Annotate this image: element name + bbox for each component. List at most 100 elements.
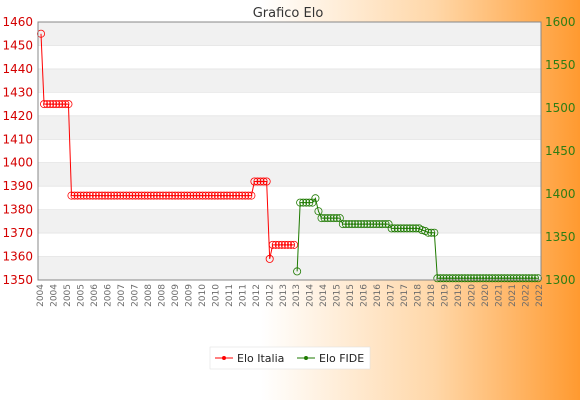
data-point-elo-fide xyxy=(491,274,500,283)
series-elo-fide xyxy=(293,194,543,283)
data-point-elo-italia xyxy=(201,191,210,200)
series-layer xyxy=(37,29,543,283)
data-point-elo-italia xyxy=(125,191,134,200)
data-point-elo-italia xyxy=(134,191,143,200)
data-point-elo-fide xyxy=(332,214,341,223)
data-point-elo-fide xyxy=(479,274,488,283)
y-left-tick-label: 1400 xyxy=(2,156,33,170)
data-point-elo-italia xyxy=(210,191,219,200)
x-tick-label: 2016 xyxy=(360,284,370,307)
y-left-tick-label: 1450 xyxy=(2,38,33,52)
data-point-elo-italia xyxy=(259,177,268,186)
data-point-elo-italia xyxy=(253,177,262,186)
y-left-tick-label: 1430 xyxy=(2,85,33,99)
data-point-elo-fide xyxy=(372,220,381,229)
data-point-elo-fide xyxy=(381,220,390,229)
data-point-elo-fide xyxy=(497,274,506,283)
data-point-elo-fide xyxy=(387,224,396,233)
data-point-elo-fide xyxy=(338,220,347,229)
data-point-elo-italia xyxy=(52,100,61,109)
data-point-elo-fide xyxy=(530,274,539,283)
data-point-elo-italia xyxy=(61,100,70,109)
data-point-elo-italia xyxy=(171,191,180,200)
x-tick-label: 2022 xyxy=(535,284,545,307)
data-point-elo-italia xyxy=(119,191,128,200)
x-tick-label: 2015 xyxy=(346,284,356,307)
y-right-tick-label: 1500 xyxy=(545,101,576,115)
y-left-tick-label: 1350 xyxy=(2,273,33,287)
data-point-elo-italia xyxy=(143,191,152,200)
data-point-elo-fide xyxy=(433,274,442,283)
x-tick-label: 2015 xyxy=(333,284,343,307)
data-point-elo-fide xyxy=(439,274,448,283)
data-point-elo-fide xyxy=(393,224,402,233)
data-point-elo-fide xyxy=(460,274,469,283)
x-tick-label: 2021 xyxy=(508,284,518,307)
data-point-elo-italia xyxy=(241,191,250,200)
grid-band xyxy=(38,115,541,140)
data-point-elo-italia xyxy=(46,100,55,109)
data-point-elo-italia xyxy=(271,240,280,249)
x-tick-label: 2006 xyxy=(90,284,100,307)
data-point-elo-fide xyxy=(341,220,350,229)
data-point-elo-italia xyxy=(180,191,189,200)
data-point-elo-fide xyxy=(534,274,543,283)
data-point-elo-italia xyxy=(216,191,225,200)
data-point-elo-italia xyxy=(122,191,131,200)
data-point-elo-italia xyxy=(262,177,271,186)
data-point-elo-fide xyxy=(363,220,372,229)
data-point-elo-italia xyxy=(247,191,256,200)
x-tick-label: 2014 xyxy=(306,284,316,307)
data-point-elo-fide xyxy=(466,274,475,283)
data-point-elo-fide xyxy=(473,274,482,283)
data-point-elo-italia xyxy=(174,191,183,200)
data-point-elo-italia xyxy=(73,191,82,200)
data-point-elo-fide xyxy=(357,220,366,229)
data-point-elo-italia xyxy=(222,191,231,200)
data-point-elo-italia xyxy=(290,240,299,249)
data-point-elo-italia xyxy=(244,191,253,200)
data-point-elo-italia xyxy=(189,191,198,200)
data-point-elo-italia xyxy=(155,191,164,200)
data-point-elo-fide xyxy=(399,224,408,233)
data-point-elo-fide xyxy=(293,267,302,276)
data-point-elo-fide xyxy=(384,220,393,229)
data-point-elo-fide xyxy=(506,274,515,283)
plot-area xyxy=(38,22,541,280)
data-point-elo-italia xyxy=(256,177,265,186)
data-point-elo-fide xyxy=(454,274,463,283)
data-point-elo-italia xyxy=(158,191,167,200)
data-point-elo-fide xyxy=(354,220,363,229)
y-left-tick-label: 1390 xyxy=(2,179,33,193)
x-tick-label: 2012 xyxy=(252,284,262,307)
legend-label-elo-fide: Elo FIDE xyxy=(319,352,364,365)
data-point-elo-italia xyxy=(140,191,149,200)
data-point-elo-italia xyxy=(113,191,122,200)
data-point-elo-italia xyxy=(280,240,289,249)
data-point-elo-italia xyxy=(177,191,186,200)
data-point-elo-italia xyxy=(67,191,76,200)
data-point-elo-fide xyxy=(488,274,497,283)
legend-marker-elo-italia xyxy=(222,356,226,360)
data-point-elo-italia xyxy=(58,100,67,109)
data-point-elo-fide xyxy=(485,274,494,283)
grid-band xyxy=(38,162,541,187)
x-tick-label: 2019 xyxy=(454,284,464,307)
data-point-elo-fide xyxy=(463,274,472,283)
y-left-tick-label: 1370 xyxy=(2,226,33,240)
data-point-elo-italia xyxy=(137,191,146,200)
data-point-elo-italia xyxy=(79,191,88,200)
data-point-elo-fide xyxy=(308,198,317,207)
x-tick-label: 2007 xyxy=(130,284,140,307)
data-point-elo-italia xyxy=(235,191,244,200)
x-tick-label: 2012 xyxy=(265,284,275,307)
data-point-elo-fide xyxy=(430,228,439,237)
y-right-tick-label: 1350 xyxy=(545,230,576,244)
x-tick-label: 2011 xyxy=(238,284,248,307)
data-point-elo-italia xyxy=(128,191,137,200)
x-tick-label: 2004 xyxy=(49,284,59,307)
data-point-elo-fide xyxy=(482,274,491,283)
x-tick-label: 2018 xyxy=(414,284,424,307)
data-point-elo-fide xyxy=(500,274,509,283)
